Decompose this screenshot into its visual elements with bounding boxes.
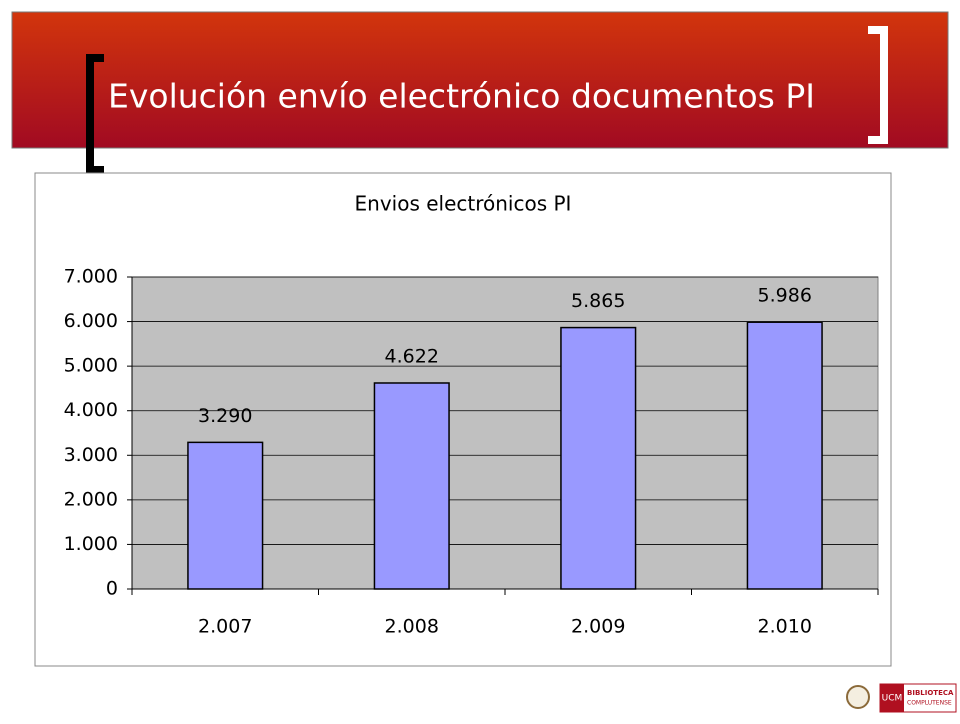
library-logo-mark [880, 684, 904, 712]
banner [11, 11, 949, 149]
y-tick-label: 7.000 [64, 266, 118, 288]
chart-title: Envios electrónicos PI [355, 192, 572, 216]
footer-logos: UCM BIBLIOTECA COMPLUTENSE [846, 683, 957, 713]
seal-logo [846, 685, 870, 709]
bar [373, 382, 450, 590]
bar [187, 441, 264, 590]
x-tick-label: 2.010 [758, 616, 812, 638]
x-tick-label: 2.009 [571, 616, 625, 638]
bar [746, 321, 823, 590]
chart: 0 1.000 2.000 3.000 4.000 5.000 6.000 7.000 2.00… [64, 266, 879, 638]
x-tick-label: 2.008 [385, 616, 439, 638]
bar [560, 326, 637, 590]
y-tick-label: 6.000 [64, 310, 118, 332]
right-bracket [868, 26, 888, 144]
value-label: 3.290 [198, 405, 252, 427]
value-label: 4.622 [385, 345, 439, 367]
slide-title: Evolución envío electrónico documentos P… [108, 77, 815, 116]
left-bracket [86, 54, 104, 174]
y-tick-label: 4.000 [64, 399, 118, 421]
y-tick-label: 2.000 [64, 488, 118, 510]
logo-text: BIBLIOTECA [907, 689, 954, 697]
value-label: 5.986 [758, 285, 812, 307]
value-label: 5.865 [571, 290, 625, 312]
y-tick-label: 3.000 [64, 444, 118, 466]
logo-text: COMPLUTENSE [907, 700, 952, 707]
y-tick-label: 5.000 [64, 355, 118, 377]
y-tick-label: 0 [106, 578, 118, 600]
y-tick-label: 1.000 [64, 533, 118, 555]
logo-mark: UCM [882, 694, 903, 704]
x-tick-label: 2.007 [198, 616, 252, 638]
